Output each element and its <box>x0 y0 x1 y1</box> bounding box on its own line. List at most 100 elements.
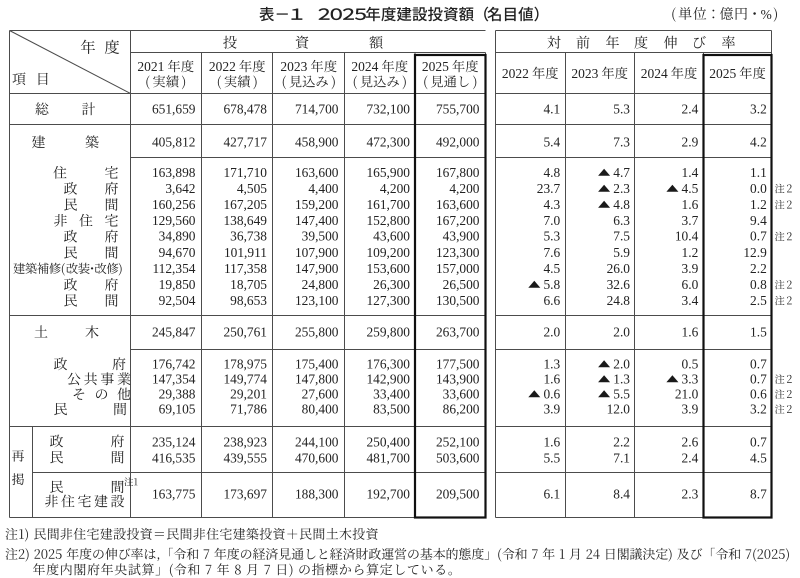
svg-text:1.2: 1.2 <box>750 197 767 212</box>
svg-text:109,200: 109,200 <box>366 245 410 260</box>
svg-text:3.9: 3.9 <box>682 401 699 416</box>
svg-text:4.8: 4.8 <box>543 165 560 180</box>
svg-text:69,105: 69,105 <box>159 401 196 416</box>
svg-text:4.7: 4.7 <box>613 165 630 180</box>
svg-text:0.7: 0.7 <box>750 229 767 244</box>
svg-text:94,670: 94,670 <box>159 245 196 260</box>
svg-text:147,354: 147,354 <box>152 371 196 386</box>
svg-text:5.8: 5.8 <box>543 277 560 292</box>
svg-text:24.8: 24.8 <box>607 293 631 308</box>
svg-text:7.3: 7.3 <box>613 134 630 149</box>
svg-text:1.6: 1.6 <box>682 197 699 212</box>
svg-text:1.1: 1.1 <box>750 165 767 180</box>
svg-text:24,800: 24,800 <box>302 277 339 292</box>
svg-text:416,535: 416,535 <box>152 450 196 465</box>
svg-text:209,500: 209,500 <box>436 487 480 502</box>
svg-text:3.7: 3.7 <box>682 213 699 228</box>
svg-text:127,300: 127,300 <box>366 293 410 308</box>
svg-text:4.1: 4.1 <box>543 101 560 116</box>
svg-text:2.4: 2.4 <box>682 101 699 116</box>
svg-text:173,697: 173,697 <box>223 487 267 502</box>
svg-text:83,500: 83,500 <box>373 401 410 416</box>
svg-text:33,400: 33,400 <box>373 386 410 401</box>
svg-text:159,200: 159,200 <box>295 197 339 212</box>
svg-text:3.3: 3.3 <box>682 371 699 386</box>
svg-text:157,000: 157,000 <box>436 261 480 276</box>
svg-text:259,800: 259,800 <box>366 324 410 339</box>
svg-text:18,705: 18,705 <box>230 277 267 292</box>
svg-text:458,900: 458,900 <box>295 134 339 149</box>
svg-text:3.4: 3.4 <box>682 293 699 308</box>
svg-text:167,800: 167,800 <box>436 165 480 180</box>
svg-text:2.3: 2.3 <box>613 181 630 196</box>
svg-text:71,786: 71,786 <box>230 401 267 416</box>
svg-text:107,900: 107,900 <box>295 245 339 260</box>
svg-text:2.5: 2.5 <box>750 293 767 308</box>
svg-text:1.4: 1.4 <box>682 165 699 180</box>
svg-text:252,100: 252,100 <box>436 434 480 449</box>
svg-text:86,200: 86,200 <box>443 401 480 416</box>
svg-text:3.9: 3.9 <box>682 261 699 276</box>
svg-text:0.7: 0.7 <box>750 371 767 386</box>
svg-text:26,300: 26,300 <box>373 277 410 292</box>
svg-text:0.7: 0.7 <box>750 356 767 371</box>
svg-text:6.6: 6.6 <box>543 293 560 308</box>
svg-text:405,812: 405,812 <box>152 134 196 149</box>
svg-text:29,388: 29,388 <box>159 386 196 401</box>
svg-text:5.9: 5.9 <box>613 245 630 260</box>
svg-text:3.2: 3.2 <box>750 401 767 416</box>
svg-text:2023: 2023 <box>571 66 598 81</box>
svg-text:714,700: 714,700 <box>295 101 339 116</box>
svg-text:1.3: 1.3 <box>613 371 630 386</box>
svg-text:32.6: 32.6 <box>607 277 631 292</box>
svg-text:1.6: 1.6 <box>543 371 560 386</box>
svg-text:33,600: 33,600 <box>443 386 480 401</box>
svg-text:5.3: 5.3 <box>543 229 560 244</box>
svg-text:235,124: 235,124 <box>152 434 196 449</box>
svg-text:0.5: 0.5 <box>682 356 699 371</box>
svg-text:6.3: 6.3 <box>613 213 630 228</box>
svg-text:149,774: 149,774 <box>223 371 267 386</box>
svg-text:161,700: 161,700 <box>366 197 410 212</box>
svg-text:4.5: 4.5 <box>750 450 767 465</box>
svg-text:0.7: 0.7 <box>750 434 767 449</box>
svg-text:2023: 2023 <box>280 59 307 74</box>
svg-text:238,923: 238,923 <box>223 434 267 449</box>
svg-text:175,400: 175,400 <box>295 356 339 371</box>
svg-text:9.4: 9.4 <box>750 213 767 228</box>
svg-text:188,300: 188,300 <box>295 487 339 502</box>
svg-text:2.0: 2.0 <box>543 324 560 339</box>
svg-text:7.6: 7.6 <box>543 245 560 260</box>
svg-text:43,600: 43,600 <box>373 229 410 244</box>
svg-text:167,200: 167,200 <box>436 213 480 228</box>
svg-text:36,738: 36,738 <box>230 229 267 244</box>
svg-text:29,201: 29,201 <box>230 386 267 401</box>
svg-text:1.3: 1.3 <box>543 356 560 371</box>
svg-text:5.3: 5.3 <box>613 101 630 116</box>
svg-text:5.5: 5.5 <box>613 386 630 401</box>
svg-text:7.5: 7.5 <box>613 229 630 244</box>
svg-text:163,898: 163,898 <box>152 165 196 180</box>
svg-text:2.4: 2.4 <box>682 450 699 465</box>
svg-text:34,890: 34,890 <box>159 229 196 244</box>
svg-text:0.8: 0.8 <box>750 277 767 292</box>
svg-text:177,500: 177,500 <box>436 356 480 371</box>
svg-text:250,761: 250,761 <box>223 324 267 339</box>
svg-text:167,205: 167,205 <box>223 197 267 212</box>
svg-text:6.0: 6.0 <box>682 277 699 292</box>
svg-text:2025: 2025 <box>709 66 736 81</box>
svg-text:19,850: 19,850 <box>159 277 196 292</box>
svg-text:0.0: 0.0 <box>750 181 767 196</box>
svg-text:1.2: 1.2 <box>682 245 699 260</box>
svg-text:171,710: 171,710 <box>223 165 267 180</box>
svg-text:651,659: 651,659 <box>152 101 196 116</box>
svg-text:2.3: 2.3 <box>682 487 699 502</box>
svg-text:2021: 2021 <box>137 59 164 74</box>
svg-text:143,900: 143,900 <box>436 371 480 386</box>
svg-text:3.2: 3.2 <box>750 101 767 116</box>
svg-text:4.8: 4.8 <box>613 197 630 212</box>
svg-text:0.6: 0.6 <box>750 386 767 401</box>
svg-text:2.2: 2.2 <box>750 261 767 276</box>
svg-text:470,600: 470,600 <box>295 450 339 465</box>
svg-text:492,000: 492,000 <box>436 134 480 149</box>
